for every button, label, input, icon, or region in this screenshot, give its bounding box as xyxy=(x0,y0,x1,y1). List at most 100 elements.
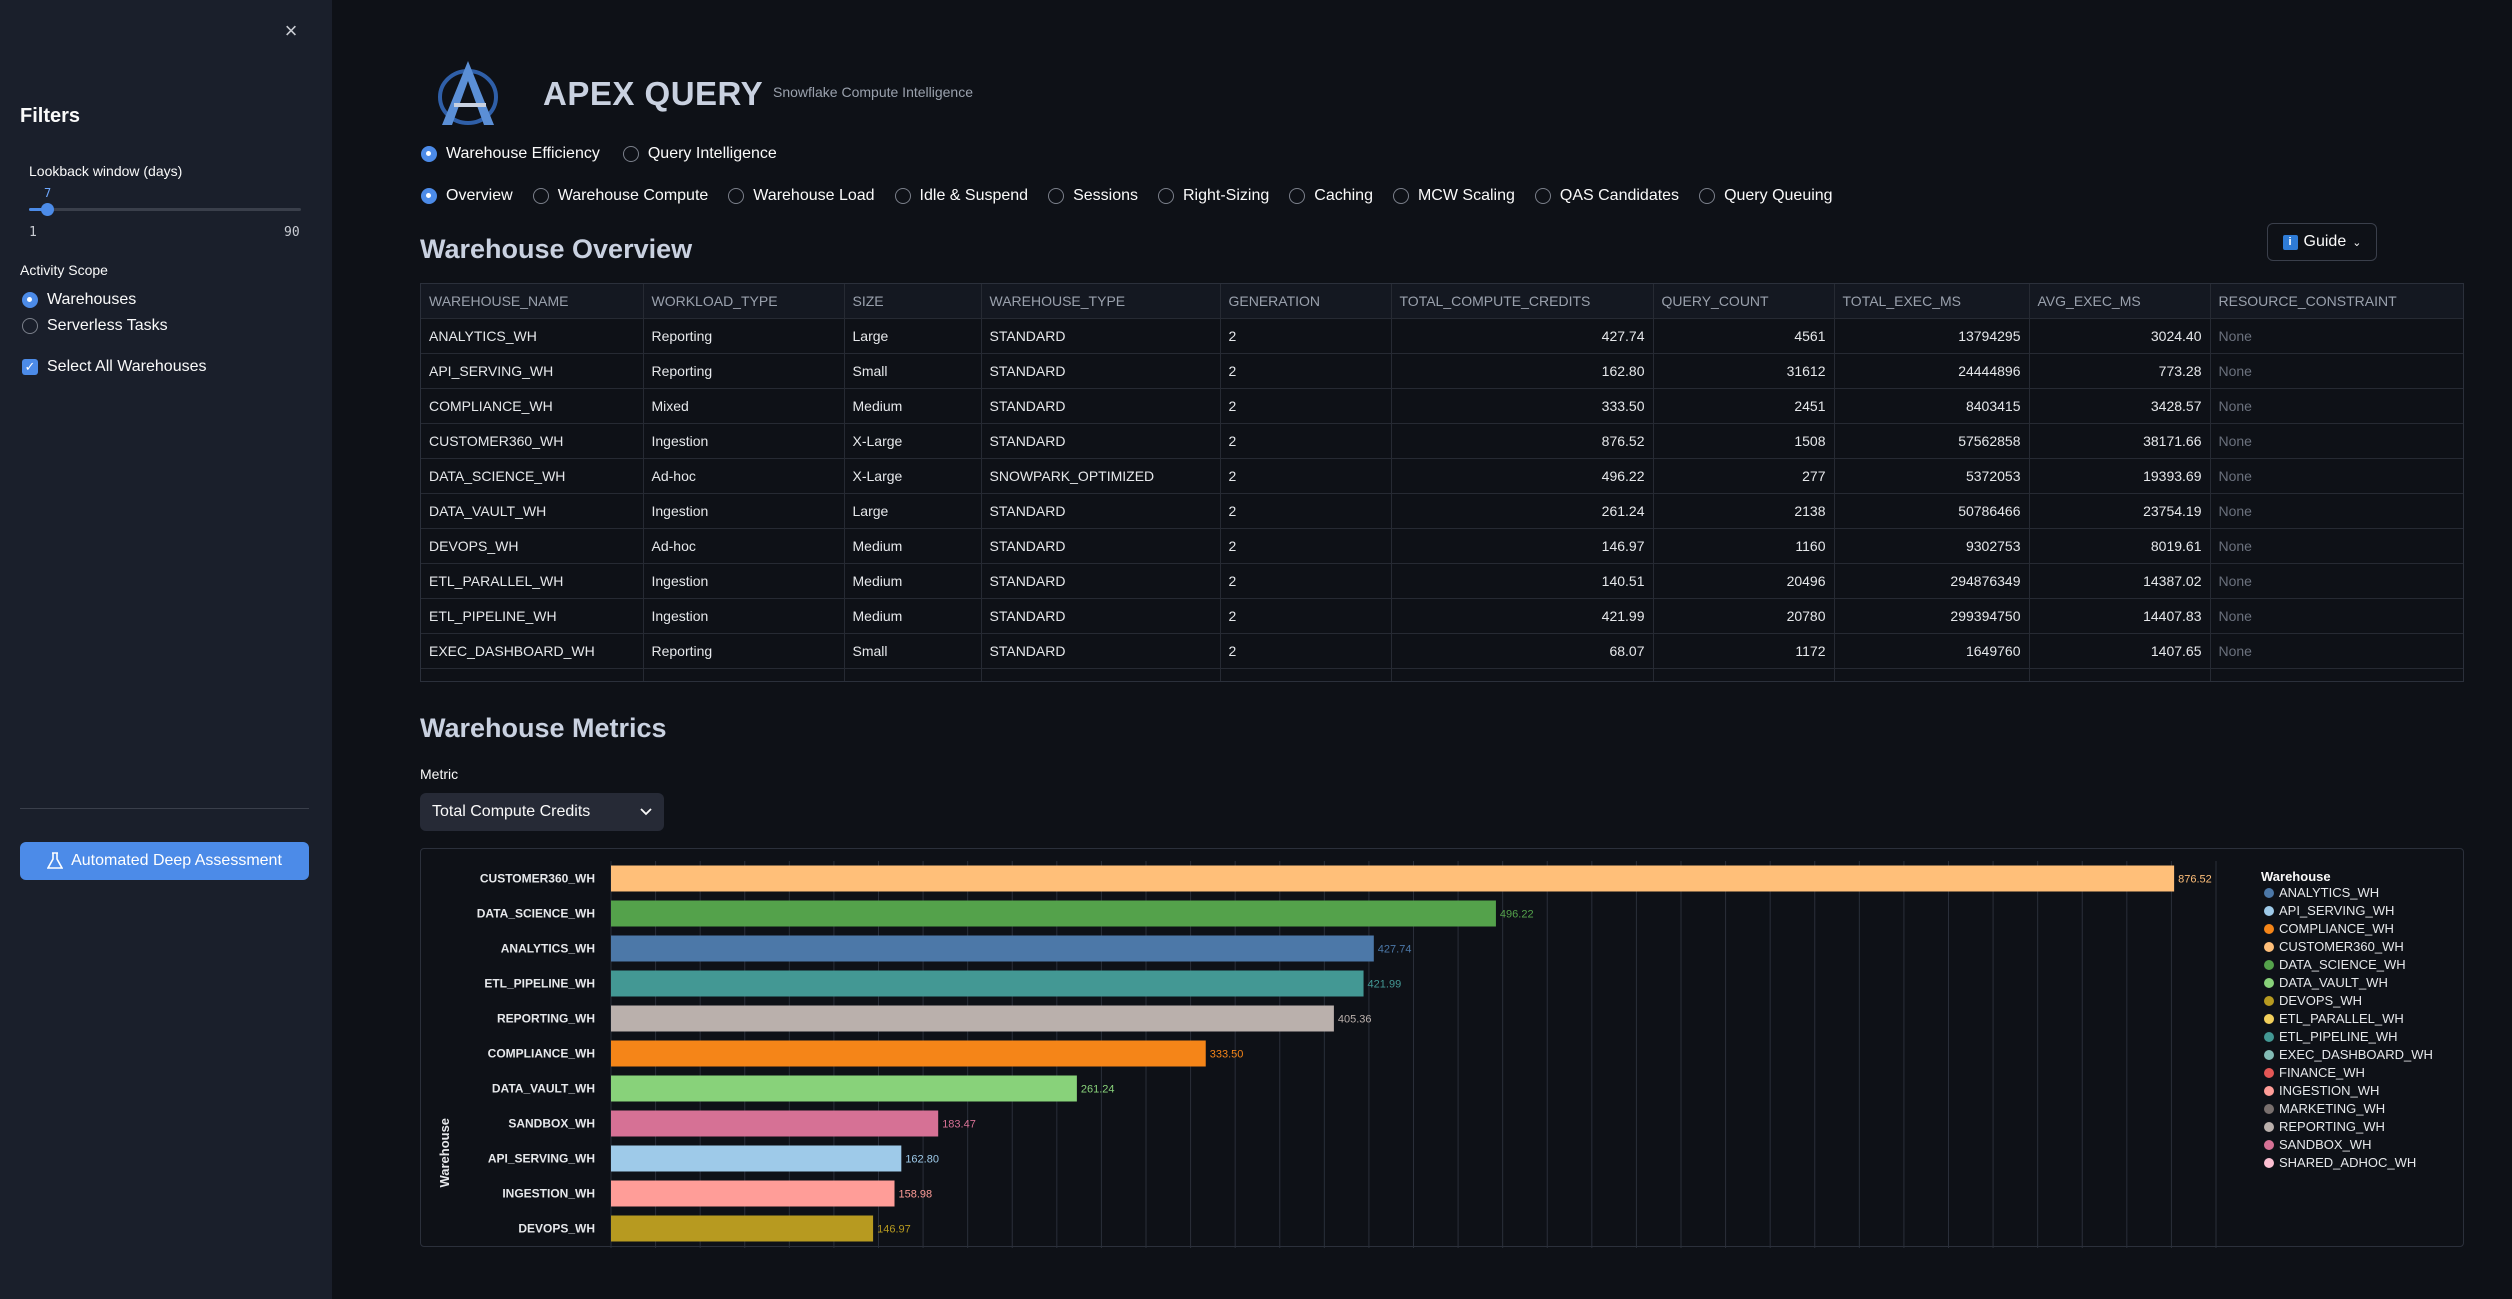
column-header[interactable]: RESOURCE_CONSTRAINT xyxy=(2210,284,2463,319)
category-tick-label: SANDBOX_WH xyxy=(508,1117,595,1131)
close-icon[interactable]: × xyxy=(284,18,298,43)
subtab-right-sizing[interactable]: Right-Sizing xyxy=(1158,187,1269,205)
table-cell: Medium xyxy=(844,388,982,424)
bar-api-serving-wh xyxy=(611,1145,902,1172)
legend-swatch xyxy=(2264,1140,2274,1150)
table-row[interactable]: DATA_VAULT_WH Ingestion Large STANDARD 2 261.… xyxy=(421,493,2463,529)
table-cell: Ingestion xyxy=(643,493,845,529)
radio-icon xyxy=(1158,188,1174,204)
guide-label: Guide xyxy=(2303,233,2347,250)
legend-swatch xyxy=(2264,1158,2274,1168)
table-row[interactable]: DEVOPS_WH Ad-hoc Medium STANDARD 2 146.97 1160… xyxy=(421,528,2463,564)
table-cell: 14407.83 xyxy=(2029,598,2211,634)
sub-tab-bar: Overview Warehouse Compute Warehouse Load I… xyxy=(421,187,1853,205)
table-row[interactable]: API_SERVING_WH Reporting Small STANDARD 2 162… xyxy=(421,353,2463,389)
legend-swatch xyxy=(2264,960,2274,970)
legend-item: DEVOPS_WH xyxy=(2279,993,2362,1008)
table-row[interactable]: COMPLIANCE_WH Mixed Medium STANDARD 2 333.50 2… xyxy=(421,388,2463,424)
radio-icon xyxy=(1048,188,1065,204)
table-row[interactable]: ANALYTICS_WH Reporting Large STANDARD 2 427.7… xyxy=(421,318,2463,354)
subtab-warehouse-compute[interactable]: Warehouse Compute xyxy=(532,187,708,205)
legend-item: MARKETING_WH xyxy=(2279,1101,2385,1116)
tab-query-intelligence[interactable]: Query Intelligence xyxy=(622,145,777,163)
legend-item: DATA_VAULT_WH xyxy=(2279,975,2388,990)
deep-assessment-button[interactable]: Automated Deep Assessment xyxy=(20,842,309,880)
data-label: 421.99 xyxy=(1368,979,1402,991)
table-row[interactable]: ETL_PARALLEL_WH Ingestion Medium STANDARD 2 1… xyxy=(421,563,2463,599)
table-cell: ANALYTICS_WH xyxy=(421,318,644,354)
legend-swatch xyxy=(2264,1122,2274,1132)
lookback-slider[interactable] xyxy=(29,203,301,216)
column-header[interactable]: AVG_EXEC_MS xyxy=(2029,284,2211,319)
data-label: 162.80 xyxy=(905,1154,939,1166)
column-header[interactable]: WAREHOUSE_TYPE xyxy=(981,284,1221,319)
table-cell: 299394750 xyxy=(1834,598,2030,634)
table-cell: 2 xyxy=(1220,493,1392,529)
table-cell: Ingestion xyxy=(643,598,845,634)
subtab-idle-suspend[interactable]: Idle & Suspend xyxy=(894,187,1028,205)
column-header[interactable]: TOTAL_EXEC_MS xyxy=(1834,284,2030,319)
table-cell: Mixed xyxy=(643,388,845,424)
table-cell: 20780 xyxy=(1653,598,1835,634)
subtab-overview[interactable]: Overview xyxy=(421,187,513,205)
data-label: 146.97 xyxy=(877,1224,911,1236)
subtab-warehouse-load[interactable]: Warehouse Load xyxy=(728,187,875,205)
subtab-caching[interactable]: Caching xyxy=(1289,187,1373,205)
warehouse-overview-table[interactable]: WAREHOUSE_NAME WORKLOAD_TYPE SIZE WAREHOUSE… xyxy=(420,283,2464,682)
table-row[interactable]: ETL_PIPELINE_WH Ingestion Medium STANDARD 2 4… xyxy=(421,598,2463,634)
table-cell: 4561 xyxy=(1653,318,1835,354)
table-cell: Large xyxy=(844,318,982,354)
column-header[interactable]: SIZE xyxy=(844,284,982,319)
category-tick-label: DATA_SCIENCE_WH xyxy=(477,907,595,921)
legend-swatch xyxy=(2264,978,2274,988)
scope-option-warehouses[interactable]: Warehouses xyxy=(22,291,136,309)
guide-button[interactable]: i Guide ⌄ xyxy=(2267,223,2377,261)
table-cell: 5372053 xyxy=(1834,458,2030,494)
table-cell: DATA_SCIENCE_WH xyxy=(421,458,644,494)
table-row[interactable]: DATA_SCIENCE_WH Ad-hoc X-Large SNOWPARK_OPT… xyxy=(421,458,2463,494)
legend-swatch xyxy=(2264,942,2274,952)
column-header[interactable]: QUERY_COUNT xyxy=(1653,284,1835,319)
metric-select[interactable]: Total Compute Credits xyxy=(420,793,664,831)
table-cell: X-Large xyxy=(844,458,982,494)
table-row[interactable]: CUSTOMER360_WH Ingestion X-Large STANDARD 2 8… xyxy=(421,423,2463,459)
table-cell: EXEC_DASHBOARD_WH xyxy=(421,633,644,669)
table-cell: 162.80 xyxy=(1391,353,1654,389)
table-cell: 38171.66 xyxy=(2029,423,2211,459)
column-header[interactable]: WAREHOUSE_NAME xyxy=(421,284,644,319)
select-all-warehouses-checkbox[interactable]: ✓ Select All Warehouses xyxy=(22,358,206,376)
radio-icon xyxy=(894,188,911,204)
bar-chart-svg: CUSTOMER360_WH 876.52 DATA_SCIENCE_WH 496.2… xyxy=(437,861,2433,1248)
data-label: 427.74 xyxy=(1378,944,1412,956)
table-cell: 333.50 xyxy=(1391,388,1654,424)
radio-icon xyxy=(22,318,38,334)
subtab-qas-candidates[interactable]: QAS Candidates xyxy=(1534,187,1679,205)
scope-option-label: Serverless Tasks xyxy=(47,317,168,334)
subtab-query-queuing[interactable]: Query Queuing xyxy=(1699,187,1833,205)
subtab-mcw-scaling[interactable]: MCW Scaling xyxy=(1392,187,1515,205)
column-header[interactable]: WORKLOAD_TYPE xyxy=(643,284,845,319)
legend-item: REPORTING_WH xyxy=(2279,1119,2385,1134)
legend-item: SHARED_ADHOC_WH xyxy=(2279,1155,2416,1170)
app-title: APEX QUERY xyxy=(543,75,764,112)
subtab-sessions[interactable]: Sessions xyxy=(1048,187,1138,205)
legend-item: EXEC_DASHBOARD_WH xyxy=(2279,1047,2433,1062)
table-cell: 2 xyxy=(1220,353,1392,389)
tab-warehouse-efficiency[interactable]: Warehouse Efficiency xyxy=(421,145,600,163)
table-cell: ETL_PARALLEL_WH xyxy=(421,563,644,599)
flask-icon xyxy=(47,852,64,869)
table-cell: None xyxy=(2210,633,2463,669)
column-header[interactable]: GENERATION xyxy=(1220,284,1392,319)
radio-icon xyxy=(1534,188,1551,204)
table-cell: 1172 xyxy=(1653,633,1835,669)
table-row[interactable]: EXEC_DASHBOARD_WH Reporting Small STANDARD 2… xyxy=(421,633,2463,669)
chevron-down-icon: ⌄ xyxy=(2352,236,2362,249)
select-all-label: Select All Warehouses xyxy=(47,358,207,375)
column-header[interactable]: TOTAL_COMPUTE_CREDITS xyxy=(1391,284,1654,319)
scope-option-serverless-tasks[interactable]: Serverless Tasks xyxy=(22,317,168,335)
table-cell: 3428.57 xyxy=(2029,388,2211,424)
overview-title: Warehouse Overview xyxy=(420,234,693,264)
legend-swatch xyxy=(2264,1050,2274,1060)
slider-thumb[interactable] xyxy=(41,203,55,216)
table-cell: None xyxy=(2210,458,2463,494)
